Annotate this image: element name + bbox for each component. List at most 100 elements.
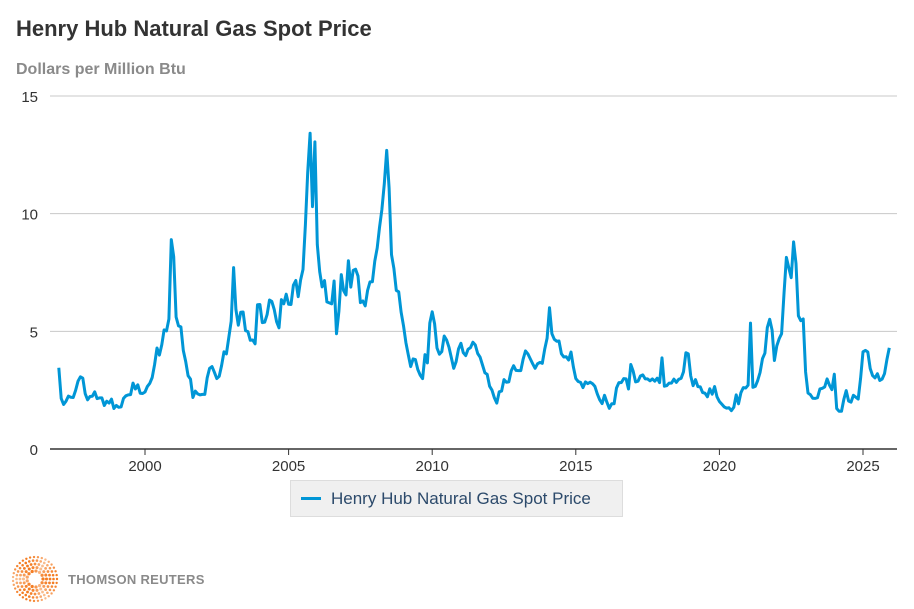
logo-dot <box>24 584 28 588</box>
logo-dot <box>21 596 25 599</box>
logo-dot <box>40 598 43 602</box>
logo-dot <box>35 566 39 570</box>
x-tick-label: 2015 <box>559 458 592 475</box>
logo-dot <box>27 582 31 586</box>
logo-dot <box>22 581 26 585</box>
logo-dot <box>37 583 42 588</box>
y-tick-label: 5 <box>30 324 38 341</box>
logo-dot <box>35 588 39 592</box>
logo-dot <box>33 562 37 566</box>
logo-dot <box>55 577 59 581</box>
logo-dot <box>41 590 44 594</box>
logo-dot <box>24 570 28 574</box>
logo-dot <box>44 588 48 592</box>
logo-dot <box>39 595 43 598</box>
logo-dot <box>25 575 29 579</box>
x-tick-label: 2000 <box>128 458 161 475</box>
logo-dot <box>52 566 56 569</box>
logo-dot <box>50 585 54 588</box>
logo-dot <box>11 579 15 583</box>
logo-dot <box>37 570 42 575</box>
logo-dot <box>54 570 57 573</box>
logo-dot <box>42 584 46 588</box>
legend[interactable]: Henry Hub Natural Gas Spot Price <box>290 480 623 517</box>
logo-dot <box>18 577 22 581</box>
logo-dot <box>11 575 15 579</box>
logo-dot <box>34 569 38 573</box>
logo-dot <box>52 589 56 592</box>
y-tick-label: 15 <box>21 89 38 106</box>
logo-dot <box>16 590 19 594</box>
y-tick-label: 0 <box>30 442 38 459</box>
logo-dot <box>32 555 36 559</box>
x-tick-label: 2025 <box>846 458 879 475</box>
logo-dot <box>20 570 24 573</box>
logo-dot <box>21 563 24 567</box>
logo-dot <box>47 560 50 563</box>
logo-dot <box>40 581 44 585</box>
logo-dot <box>44 581 48 585</box>
logo-dot <box>26 564 29 568</box>
logo-dot <box>42 593 46 597</box>
logo-dot <box>51 581 55 585</box>
logo-dot <box>40 573 44 577</box>
logo-dot <box>41 577 45 581</box>
logo-dot <box>15 577 18 581</box>
x-tick-label: 2020 <box>703 458 736 475</box>
logo-dot <box>31 596 35 599</box>
logo-dot <box>35 596 39 599</box>
logo-dot <box>15 581 19 585</box>
logo-dot <box>44 577 49 581</box>
logo-dot <box>46 563 49 567</box>
logo-dot <box>50 592 53 595</box>
logo-dot <box>44 573 48 577</box>
logo-dot <box>30 584 34 589</box>
logo-dot <box>44 558 47 561</box>
logo-dot <box>47 595 50 598</box>
logo-dot <box>46 591 49 595</box>
logo-dot <box>19 573 22 577</box>
logo-dot <box>44 566 48 570</box>
logo-dot <box>50 563 53 566</box>
logo-dot <box>21 577 26 581</box>
logo-dot <box>37 563 41 566</box>
logo-dot <box>28 556 32 559</box>
logo-dot <box>42 570 46 574</box>
logo-dot <box>48 581 51 585</box>
logo-dot <box>20 585 24 588</box>
logo-dot <box>27 595 31 598</box>
brand-name: THOMSON REUTERS <box>68 571 205 587</box>
chart-title: Henry Hub Natural Gas Spot Price <box>16 16 372 41</box>
logo-dot <box>16 564 19 568</box>
x-tick-label: 2005 <box>272 458 305 475</box>
logo-dot <box>27 560 31 563</box>
logo-dot <box>48 577 52 581</box>
logo-dot <box>19 581 22 585</box>
logo-dot <box>22 566 26 570</box>
logo-dot <box>18 588 22 592</box>
logo-dot <box>34 585 38 589</box>
logo-dot <box>39 587 43 591</box>
logo-dot <box>29 592 33 595</box>
logo-dot <box>27 572 31 576</box>
logo-dot <box>12 583 15 587</box>
logo-dot <box>13 568 17 571</box>
logo-dot <box>44 597 47 600</box>
series-line <box>57 131 891 413</box>
logo-dot <box>36 599 40 603</box>
logo-dot <box>48 588 52 592</box>
logo-dot <box>55 573 58 577</box>
logo-dot <box>25 579 29 583</box>
logo-dot <box>50 570 54 573</box>
logo-dot <box>27 587 31 591</box>
logo-dot <box>21 559 25 562</box>
logo-dot <box>46 570 50 573</box>
x-tick-label: 2010 <box>416 458 449 475</box>
logo-dot <box>33 592 37 596</box>
logo-dot <box>55 581 58 585</box>
logo-dot <box>15 573 19 577</box>
line-chart: 0 5 10 15 2000 2005 2010 2015 2020 2025 <box>21 89 897 475</box>
y-tick-label: 10 <box>21 207 38 224</box>
logo-dotted-circle-icon <box>11 555 59 603</box>
logo-dot <box>22 588 26 592</box>
